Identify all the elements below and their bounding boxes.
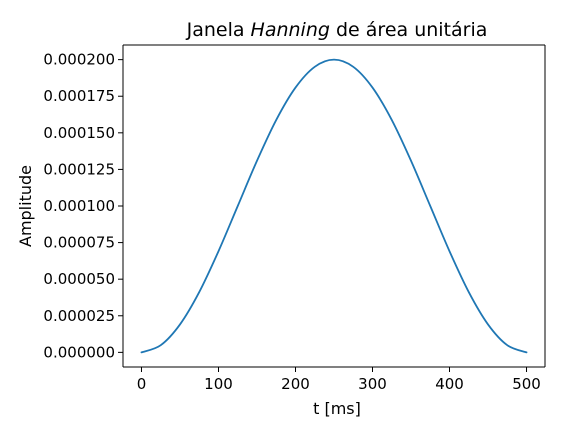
chart-title-end: de área unitária (330, 19, 487, 41)
chart-title: Janela Hanning de área unitária (186, 19, 488, 41)
y-tick-label: 0.000050 (43, 270, 115, 288)
axes-frame (122, 44, 546, 368)
x-axis-ticks: 0 100 200 300 400 500 (137, 367, 541, 393)
y-tick-label: 0.000175 (43, 87, 115, 105)
plot-area (123, 45, 545, 367)
y-axis-label: Amplitude (16, 165, 35, 247)
y-tick-label: 0.000075 (43, 234, 115, 252)
x-tick-label: 500 (512, 375, 541, 393)
y-tick-label: 0.000125 (43, 160, 115, 178)
x-tick-label: 100 (204, 375, 233, 393)
y-tick-label: 0.000025 (43, 307, 115, 325)
plot-background (123, 45, 545, 367)
series-layer (140, 58, 528, 354)
x-axis-label: t [ms] (313, 399, 361, 418)
x-tick-label: 400 (435, 375, 464, 393)
y-tick-label: 0.000000 (43, 343, 115, 361)
y-tick-label: 0.000200 (43, 51, 115, 69)
series-line-0 (140, 58, 528, 354)
chart-title-italic: Hanning (251, 19, 330, 41)
chart-title-start: Janela (186, 19, 251, 41)
y-tick-label: 0.000100 (43, 197, 115, 215)
x-tick-label: 0 (137, 375, 147, 393)
x-tick-label: 200 (281, 375, 310, 393)
y-tick-label: 0.000150 (43, 124, 115, 142)
y-axis-ticks: 0.000000 0.000025 0.000050 0.000075 0.000100… (43, 51, 123, 361)
x-tick-label: 300 (358, 375, 387, 393)
